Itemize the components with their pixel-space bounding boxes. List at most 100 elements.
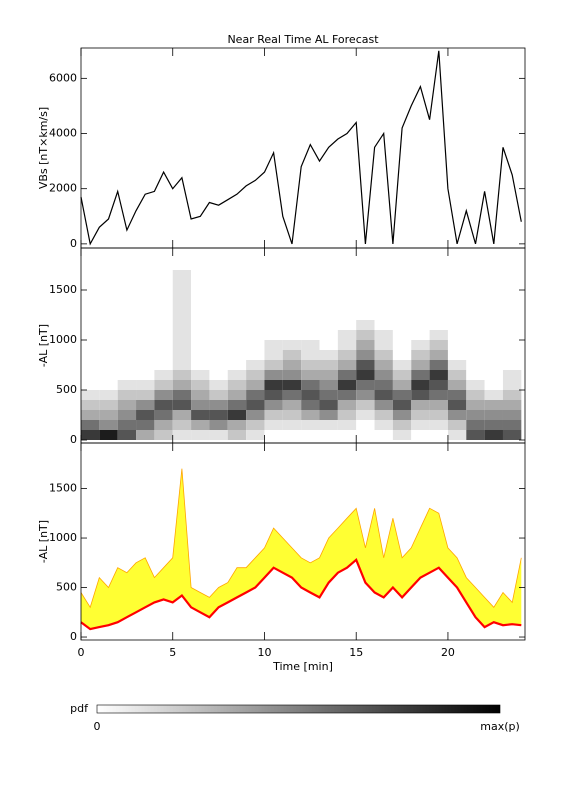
plot-frame [80, 442, 526, 641]
pdf-cell [374, 370, 393, 380]
pdf-cell [411, 400, 430, 410]
pdf-cell [411, 420, 430, 430]
pdf-cell [81, 310, 100, 320]
pdf-cell [411, 330, 430, 340]
pdf-cell [466, 300, 485, 310]
pdf-cell [356, 310, 375, 320]
pdf-cell [191, 330, 210, 340]
pdf-cell [484, 300, 503, 310]
pdf-cell [99, 270, 118, 280]
pdf-cell [99, 280, 118, 290]
pdf-cell [209, 300, 228, 310]
pdf-cell [191, 390, 210, 400]
pdf-cell [502, 300, 522, 310]
pdf-cell [447, 360, 467, 370]
pdf-cell [264, 310, 283, 320]
pdf-cell [374, 360, 393, 370]
x-tick-label: 5 [169, 646, 176, 659]
pdf-cell [154, 290, 173, 300]
pdf-cell [356, 300, 375, 310]
pdf-cell [392, 390, 412, 400]
pdf-cell [117, 380, 137, 390]
pdf-cell [374, 410, 393, 420]
pdf-cell [136, 360, 155, 370]
lower-line [80, 557, 522, 631]
pdf-cell [392, 340, 412, 350]
pdf-cell [429, 340, 448, 350]
pdf-cell [154, 280, 173, 290]
pdf-cell [429, 270, 448, 280]
pdf-cell [411, 430, 430, 440]
pdf-cell [227, 410, 247, 420]
pdf-cell [172, 300, 192, 310]
pdf-cell [172, 270, 192, 280]
pdf-cell [429, 320, 448, 330]
pdf-cell [264, 320, 283, 330]
pdf-cell [81, 340, 100, 350]
pdf-cell [264, 270, 283, 280]
pdf-cell [447, 270, 467, 280]
pdf-cell [392, 430, 412, 440]
pdf-cell [99, 390, 118, 400]
pdf-cell [319, 420, 338, 430]
pdf-cell [282, 270, 302, 280]
pdf-cell [136, 290, 155, 300]
pdf-cell [374, 280, 393, 290]
pdf-cell [264, 300, 283, 310]
pdf-cell [411, 310, 430, 320]
pdf-cell [337, 420, 357, 430]
pdf-cell [154, 330, 173, 340]
pdf-cell [411, 340, 430, 350]
pdf-cell [447, 280, 467, 290]
pdf-cell [117, 300, 137, 310]
pdf-cell [411, 260, 430, 270]
pdf-cell [246, 280, 265, 290]
pdf-cell [466, 420, 485, 430]
pdf-cell [502, 260, 522, 270]
pdf-cell [246, 320, 265, 330]
pdf-cell [484, 380, 503, 390]
pdf-cell [81, 370, 100, 380]
pdf-cell [319, 300, 338, 310]
pdf-cell [154, 340, 173, 350]
y-tick-label: 1500 [49, 283, 77, 296]
pdf-cell [337, 310, 357, 320]
pdf-cell [154, 300, 173, 310]
pdf-cell [466, 270, 485, 280]
y-axis-label: -AL [nT] [37, 520, 50, 563]
pdf-cell [429, 350, 448, 360]
pdf-cell [81, 260, 100, 270]
pdf-cell [374, 270, 393, 280]
pdf-cell [191, 290, 210, 300]
pdf-cell [117, 400, 137, 410]
pdf-cell [301, 360, 320, 370]
pdf-cell [429, 420, 448, 430]
pdf-cell [374, 420, 393, 430]
pdf-cell [264, 330, 283, 340]
pdf-cell [136, 330, 155, 340]
pdf-cell [429, 400, 448, 410]
pdf-cell [319, 370, 338, 380]
pdf-cell [117, 350, 137, 360]
y-tick-label: 4000 [49, 127, 77, 140]
y-tick-label: 500 [56, 383, 77, 396]
pdf-cell [502, 400, 522, 410]
pdf-cell [282, 320, 302, 330]
pdf-cell [356, 400, 375, 410]
pdf-cell [392, 380, 412, 390]
pdf-cell [392, 300, 412, 310]
pdf-cell [136, 400, 155, 410]
pdf-cell [282, 390, 302, 400]
pdf-cell [429, 360, 448, 370]
pdf-cell [99, 350, 118, 360]
pdf-cell [502, 310, 522, 320]
pdf-cell [392, 360, 412, 370]
pdf-cell [227, 400, 247, 410]
pdf-cell [117, 310, 137, 320]
pdf-cell [447, 380, 467, 390]
pdf-cell [484, 370, 503, 380]
pdf-cell [392, 370, 412, 380]
pdf-cell [191, 360, 210, 370]
pdf-cell [301, 390, 320, 400]
